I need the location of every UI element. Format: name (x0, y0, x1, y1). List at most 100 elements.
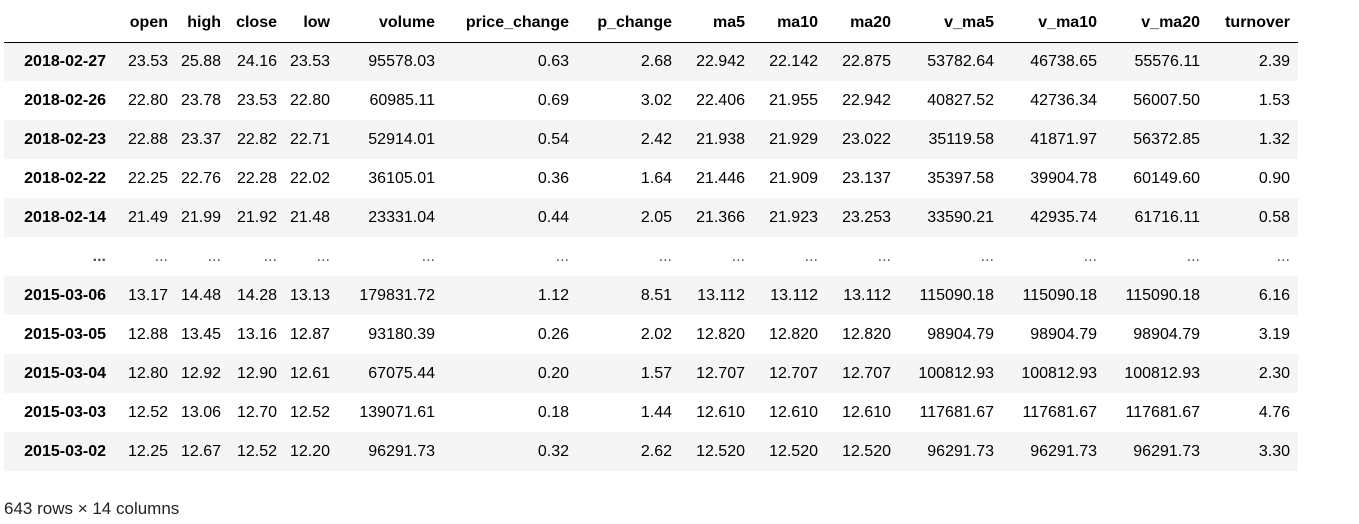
table-cell: 100812.93 (1124, 364, 1200, 382)
table-cell: 98904.79 (1030, 325, 1097, 343)
table-cell: 0.20 (537, 364, 569, 382)
table-cell: 12.610 (696, 403, 745, 421)
table-cell: 21.909 (769, 169, 818, 187)
table-cell: 4.76 (1258, 403, 1290, 421)
table-cell: 12.707 (842, 364, 891, 382)
table-cell: ... (421, 247, 435, 265)
table-cell: 117681.67 (1125, 403, 1200, 421)
column-header: open (114, 5, 176, 43)
table-cell: 117681.67 (919, 403, 994, 421)
table-cell: 0.26 (537, 325, 569, 343)
table-cell: 22.80 (127, 91, 168, 109)
table-cell: 13.13 (289, 286, 330, 304)
table-cell: 22.88 (127, 130, 168, 148)
table-cell: ... (658, 247, 672, 265)
table-cell: 14.48 (180, 286, 221, 304)
column-header: low (285, 5, 338, 43)
table-cell: 1.44 (640, 403, 672, 421)
table-cell: 25.88 (180, 52, 221, 70)
table-cell: 42736.34 (1030, 91, 1097, 109)
column-header: high (176, 5, 229, 43)
table-header: open high close low volume price_change p_chan… (4, 5, 1298, 43)
table-cell: 96291.73 (1030, 442, 1097, 460)
table-cell: 0.58 (1258, 208, 1290, 226)
table-cell: 100812.93 (918, 364, 994, 382)
table-cell: 21.923 (769, 208, 818, 226)
table-cell: 13.17 (127, 286, 168, 304)
table-cell: 100812.93 (1021, 364, 1097, 382)
table-cell: 22.82 (236, 130, 277, 148)
table-cell: 23.78 (180, 91, 221, 109)
table-row: 2018-02-27 23.53 25.88 24.16 23.53 95578.03 0.… (4, 42, 1298, 81)
table-row: 2015-03-03 12.52 13.06 12.70 12.52 139071.61 0… (4, 393, 1298, 432)
table-cell: 12.88 (127, 325, 168, 343)
table-row: 2018-02-14 21.49 21.99 21.92 21.48 23331.04 0.… (4, 198, 1298, 237)
dataframe-table: open high close low volume price_change p_chan… (4, 5, 1298, 471)
table-cell: 179831.72 (359, 286, 435, 304)
table-body: 2018-02-27 23.53 25.88 24.16 23.53 95578.03 0.… (4, 42, 1298, 471)
table-cell: 2.05 (640, 208, 672, 226)
table-cell: 21.938 (696, 130, 745, 148)
table-cell: 52914.01 (368, 130, 435, 148)
table-cell: ... (804, 247, 818, 265)
table-row: 2015-03-05 12.88 13.45 13.16 12.87 93180.39 0.… (4, 315, 1298, 354)
table-cell: ... (980, 247, 994, 265)
table-cell: 39904.78 (1030, 169, 1097, 187)
row-index: 2018-02-14 (24, 208, 106, 226)
table-cell: 21.955 (769, 91, 818, 109)
table-cell: ... (1083, 247, 1097, 265)
table-cell: ... (877, 247, 891, 265)
table-cell: 23.137 (842, 169, 891, 187)
table-cell: 0.36 (537, 169, 569, 187)
column-header: turnover (1208, 5, 1298, 43)
table-cell: 0.69 (537, 91, 569, 109)
table-cell: 22.28 (236, 169, 277, 187)
table-cell: 22.875 (842, 52, 891, 70)
table-cell: 0.54 (537, 130, 569, 148)
table-cell: ... (316, 247, 330, 265)
table-cell: 40827.52 (927, 91, 994, 109)
row-index: 2015-03-06 (24, 286, 106, 304)
table-cell: 22.76 (180, 169, 221, 187)
column-header: p_change (577, 5, 680, 43)
ellipsis-row: ........................................… (4, 237, 1298, 276)
table-cell: 22.80 (289, 91, 330, 109)
table-cell: 60985.11 (369, 91, 435, 109)
table-cell: 0.90 (1258, 169, 1290, 187)
table-cell: 96291.73 (368, 442, 435, 460)
shape-caption: 643 rows × 14 columns (4, 499, 180, 518)
table-cell: 3.19 (1258, 325, 1290, 343)
table-cell: 46738.65 (1030, 52, 1097, 70)
table-cell: 12.520 (769, 442, 818, 460)
table-cell: ... (207, 247, 221, 265)
table-cell: 35119.58 (928, 130, 994, 148)
table-row: 2015-03-02 12.25 12.67 12.52 12.20 96291.73 0.… (4, 432, 1298, 471)
table-cell: 95578.03 (368, 52, 435, 70)
dataframe-output: open high close low volume price_change p_chan… (4, 5, 1298, 471)
table-cell: 12.67 (180, 442, 221, 460)
table-cell: 96291.73 (1133, 442, 1200, 460)
table-cell: ... (555, 247, 569, 265)
index-header (4, 5, 114, 43)
table-cell: 6.16 (1258, 286, 1290, 304)
table-cell: 12.87 (289, 325, 330, 343)
table-cell: 36105.01 (368, 169, 435, 187)
table-cell: 12.90 (236, 364, 277, 382)
table-cell: 14.28 (236, 286, 277, 304)
table-cell: 12.610 (842, 403, 891, 421)
table-row: 2018-02-22 22.25 22.76 22.28 22.02 36105.01 0.… (4, 159, 1298, 198)
table-cell: 12.820 (696, 325, 745, 343)
table-cell: 2.30 (1258, 364, 1290, 382)
table-cell: 8.51 (640, 286, 672, 304)
table-cell: 1.32 (1258, 130, 1290, 148)
table-cell: 61716.11 (1134, 208, 1200, 226)
column-header: ma20 (826, 5, 899, 43)
table-cell: 3.30 (1258, 442, 1290, 460)
table-cell: 56007.50 (1133, 91, 1200, 109)
table-cell: 22.142 (769, 52, 818, 70)
column-header: close (229, 5, 285, 43)
table-cell: 12.707 (769, 364, 818, 382)
table-cell: 21.446 (696, 169, 745, 187)
table-cell: 21.366 (696, 208, 745, 226)
table-cell: 2.68 (640, 52, 672, 70)
